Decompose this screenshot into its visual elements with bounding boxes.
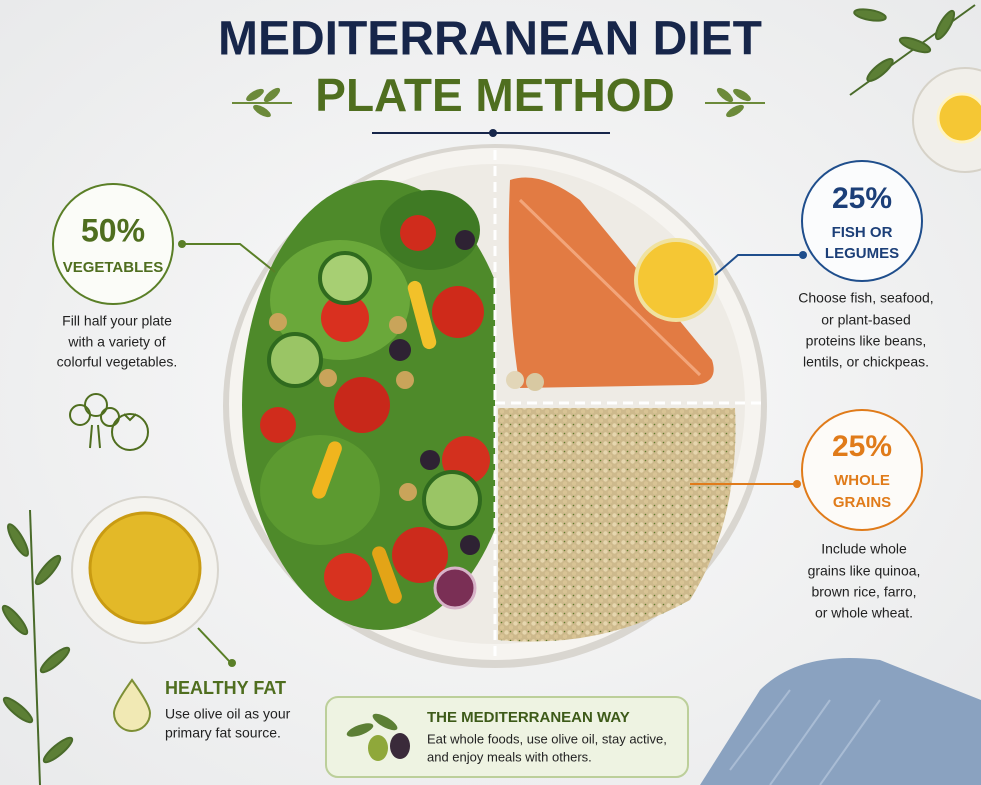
salad bbox=[242, 180, 495, 630]
vegetables-percent: 50% bbox=[81, 212, 145, 248]
grains-description: Include whole grains like quinoa, brown … bbox=[808, 541, 921, 621]
description-line: proteins like beans, bbox=[806, 333, 927, 349]
connector-dot bbox=[228, 659, 236, 667]
description-line: grains like quinoa, bbox=[808, 563, 921, 579]
grains-badge bbox=[801, 409, 923, 531]
napkin-fold bbox=[729, 689, 881, 785]
protein-description: Choose fish, seafood, or plant-based pro… bbox=[798, 290, 933, 370]
plate bbox=[223, 144, 767, 668]
description-line: brown rice, farro, bbox=[811, 584, 916, 600]
chickpea bbox=[526, 373, 544, 391]
healthy-fat-title: HEALTHY FAT bbox=[165, 678, 286, 698]
description-line: with a variety of bbox=[67, 334, 165, 350]
description-line: lentils, or chickpeas. bbox=[803, 354, 929, 370]
description-line: or plant-based bbox=[821, 312, 911, 328]
vegetables-badge bbox=[52, 183, 174, 305]
divider-dot bbox=[489, 129, 497, 137]
connector-dot bbox=[799, 251, 807, 259]
grains-percent: 25% bbox=[832, 430, 892, 463]
healthy-fat-line: Use olive oil as your bbox=[165, 706, 291, 722]
oil-drop-icon bbox=[112, 678, 152, 732]
olive-branch bbox=[1, 4, 976, 785]
connector-dot bbox=[793, 480, 801, 488]
protein-label: LEGUMES bbox=[825, 245, 899, 262]
grains-label: GRAINS bbox=[833, 494, 891, 511]
way-box bbox=[325, 696, 689, 778]
protein-badge bbox=[801, 160, 923, 282]
leaf-ornaments bbox=[232, 87, 765, 118]
description-line: Fill half your plate bbox=[62, 313, 172, 329]
subtitle: PLATE METHOD bbox=[315, 69, 674, 121]
grains-label: WHOLE bbox=[834, 472, 890, 489]
description-line: Include whole bbox=[821, 541, 907, 557]
connector-dot bbox=[178, 240, 186, 248]
lemon bbox=[634, 238, 718, 322]
way-line: Eat whole foods, use olive oil, stay act… bbox=[427, 731, 667, 746]
oil-bowl bbox=[71, 496, 219, 644]
protein-label: FISH OR bbox=[832, 224, 893, 241]
salmon bbox=[508, 177, 714, 388]
connector bbox=[714, 254, 803, 276]
vegetables-label: VEGETABLES bbox=[63, 259, 164, 276]
chickpea bbox=[506, 371, 524, 389]
protein-percent: 25% bbox=[832, 182, 892, 215]
healthy-fat-line: primary fat source. bbox=[165, 725, 281, 741]
napkin bbox=[700, 658, 981, 785]
way-line: and enjoy meals with others. bbox=[427, 749, 592, 764]
title: MEDITERRANEAN DIET bbox=[218, 13, 762, 66]
quinoa bbox=[498, 408, 736, 642]
connector bbox=[197, 627, 231, 663]
description-line: Choose fish, seafood, bbox=[798, 290, 933, 306]
description-line: or whole wheat. bbox=[815, 605, 913, 621]
vegetable-icon bbox=[69, 393, 149, 451]
vegetables-description: Fill half your plate with a variety of c… bbox=[57, 313, 178, 370]
salmon-texture bbox=[518, 198, 702, 377]
way-title: THE MEDITERRANEAN WAY bbox=[427, 709, 630, 726]
description-line: colorful vegetables. bbox=[57, 354, 178, 370]
connector bbox=[182, 243, 276, 273]
lemon-bowl bbox=[912, 67, 981, 173]
olive-icon bbox=[346, 713, 410, 761]
